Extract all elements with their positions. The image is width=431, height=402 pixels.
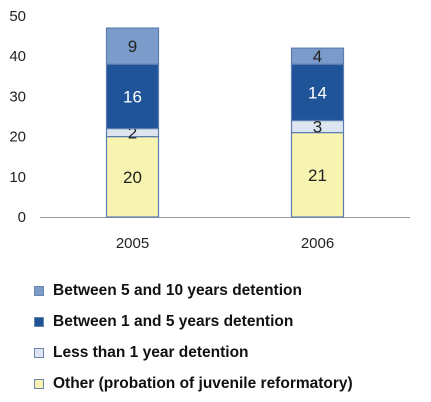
data-label: 20 [123,168,142,187]
y-tick-label: 50 [9,8,26,25]
legend-label: Between 1 and 5 years detention [53,312,294,330]
legend-label: Between 5 and 10 years detention [53,281,302,299]
legend-item: Less than 1 year detention [34,337,353,368]
legend-item: Between 5 and 10 years detention [34,275,353,306]
data-label: 14 [308,83,327,102]
data-label: 4 [313,47,322,66]
data-label: 9 [128,37,137,56]
y-tick-label: 10 [9,169,26,186]
y-tick-label: 0 [18,209,26,226]
legend-label: Other (probation of juvenile reformatory… [53,374,353,392]
bar-segment [290,63,345,122]
legend-swatch [34,285,44,296]
legend-swatch [34,378,44,389]
legend-label: Less than 1 year detention [53,343,249,361]
data-label: 16 [123,87,142,106]
legend-item: Between 1 and 5 years detention [34,306,353,337]
legend-swatch [34,316,44,327]
bar-segment [290,131,345,218]
x-tick-label: 2005 [116,235,149,252]
data-label: 3 [313,118,322,137]
legend-swatch [34,347,44,358]
data-label: 21 [308,166,327,185]
bar-segment [290,47,345,65]
y-tick-label: 40 [9,48,26,65]
bar-segment [105,27,160,65]
legend-item: Other (probation of juvenile reformatory… [34,368,353,399]
data-label: 2 [128,124,137,143]
x-tick-label: 2006 [301,235,334,252]
stacked-bar-chart: 0 10 20 30 40 50 20 2 16 9 2005 21 3 14 4 2006 [9,8,410,252]
y-tick-label: 30 [9,88,26,105]
legend: Between 5 and 10 years detention Between … [34,275,353,399]
bar-segment [105,136,160,218]
y-tick-label: 20 [9,129,26,146]
